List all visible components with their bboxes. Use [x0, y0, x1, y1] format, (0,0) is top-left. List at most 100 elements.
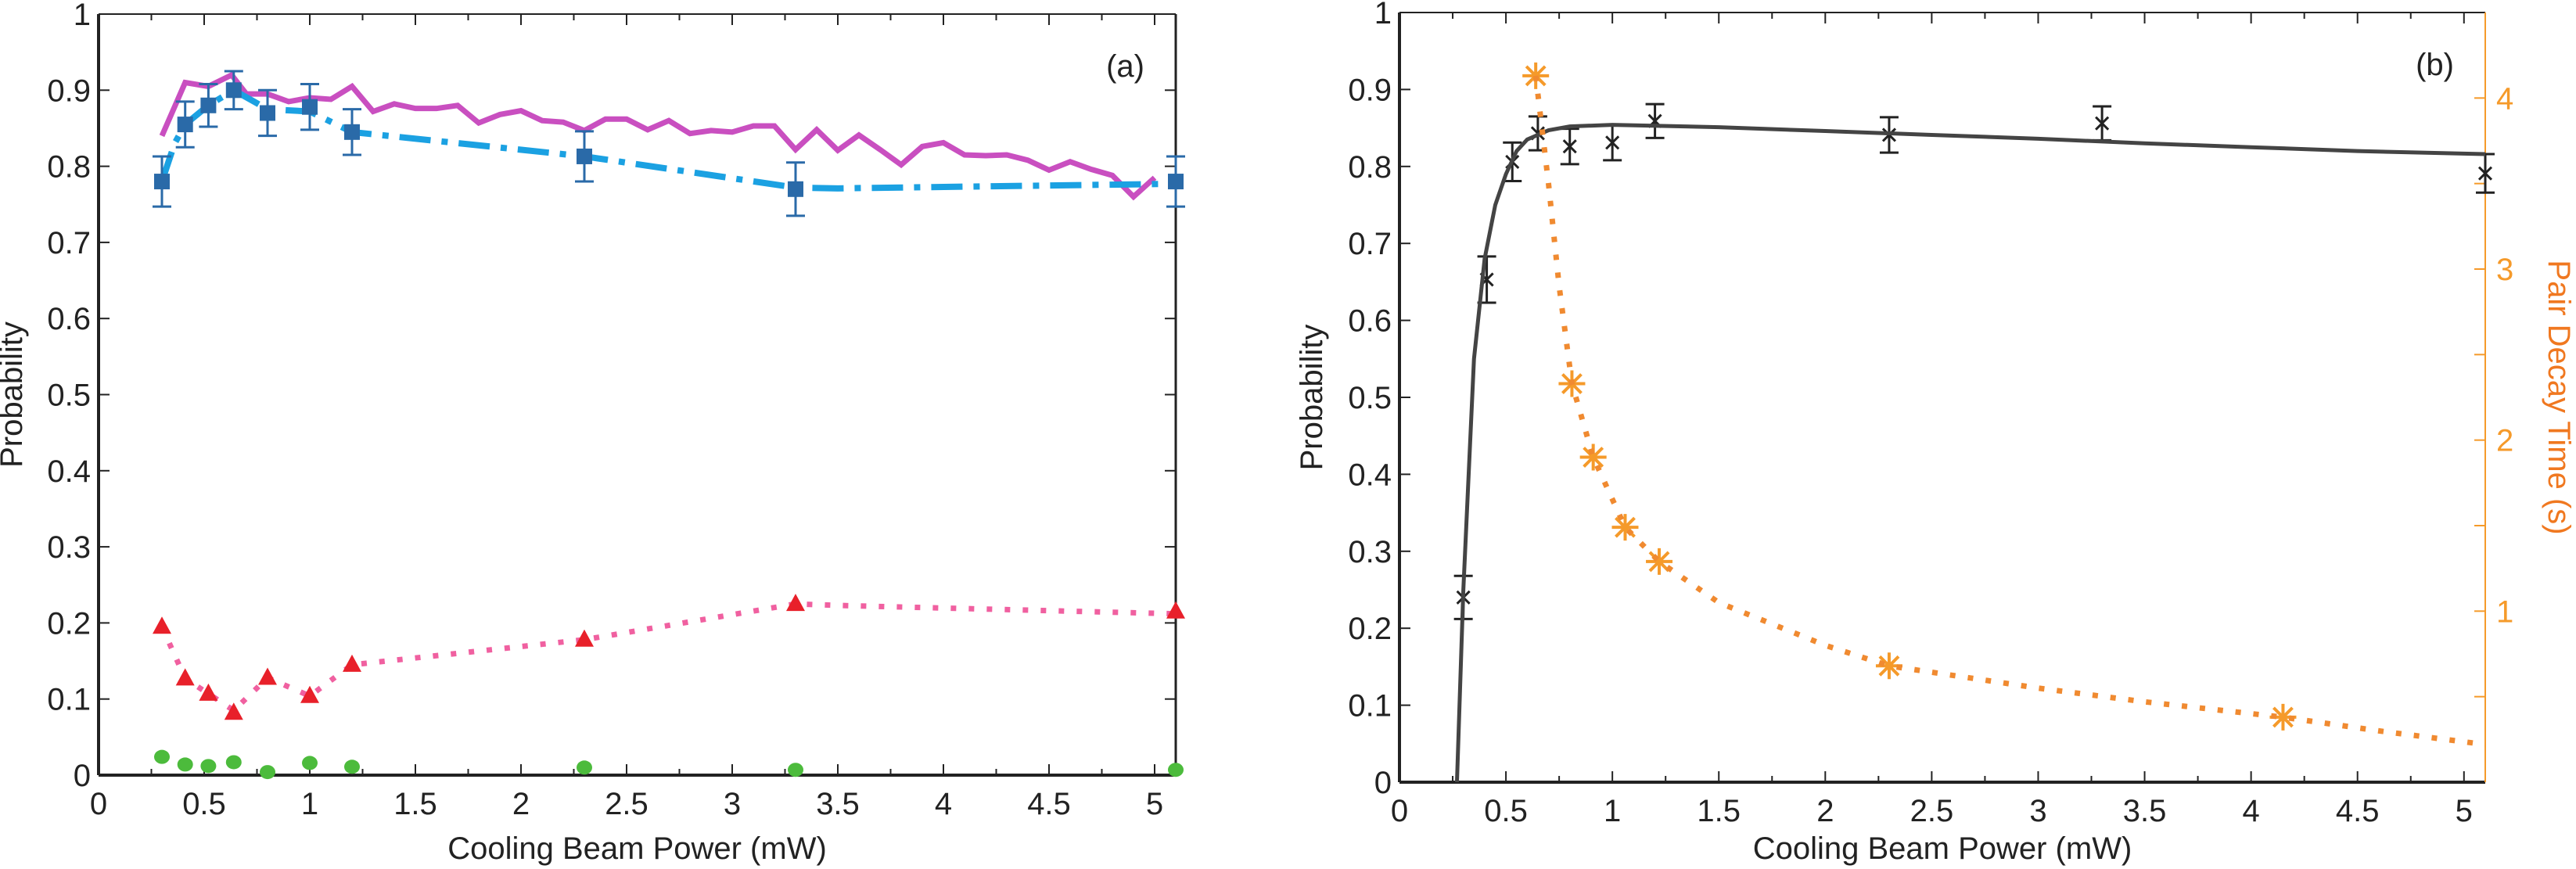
- x-axis-label: Cooling Beam Power (mW): [447, 831, 827, 866]
- x-tick-label: 0: [90, 787, 107, 821]
- y2-tick-label: 1: [2496, 594, 2513, 629]
- x-tick-label: 4.5: [2336, 794, 2380, 828]
- x-tick-label: 5: [1146, 787, 1163, 821]
- data-point-x: [1605, 135, 1620, 150]
- y-axis-label: Probability: [1295, 325, 1329, 471]
- x-axis-label: Cooling Beam Power (mW): [1753, 831, 2132, 866]
- data-point-asterisk: [1646, 548, 1673, 575]
- y-tick-label: 0.2: [47, 606, 91, 641]
- data-point-triangle: [153, 616, 171, 634]
- data-point-square: [577, 148, 592, 164]
- y-tick-label: 0.6: [1348, 304, 1392, 339]
- blue-squares-line: [159, 86, 1177, 192]
- y-tick-label: 0.7: [1348, 227, 1392, 261]
- data-point-triangle: [258, 667, 277, 685]
- orange-dotted-fit-line: [1532, 75, 2486, 748]
- y-tick-label: 0.5: [1348, 381, 1392, 415]
- y-tick-label: 0.9: [47, 74, 91, 108]
- y-tick-label: 0.7: [47, 226, 91, 260]
- data-point-x: [1562, 139, 1577, 154]
- data-point-square: [788, 181, 803, 197]
- data-point-square: [225, 82, 242, 99]
- data-point-square: [260, 105, 275, 121]
- data-point-circle: [302, 756, 318, 770]
- x-tick-label: 0.5: [182, 787, 226, 821]
- data-point-triangle: [300, 685, 319, 703]
- data-point-square: [177, 117, 193, 133]
- y-tick-label: 0.5: [47, 379, 91, 413]
- y-tick-label: 0.1: [1348, 689, 1392, 724]
- x-tick-label: 5: [2456, 794, 2473, 828]
- data-point-asterisk: [1875, 652, 1902, 680]
- x-tick-label: 0.5: [1484, 794, 1528, 828]
- y-tick-label: 0.8: [1348, 150, 1392, 185]
- y-tick-label: 0.4: [1348, 458, 1392, 492]
- x-tick-label: 3: [2029, 794, 2046, 828]
- y-tick-label: 1: [1374, 0, 1392, 31]
- y-tick-label: 0.4: [47, 454, 91, 489]
- data-point-x: [2477, 166, 2493, 181]
- y-tick-label: 0: [1374, 766, 1392, 800]
- x-tick-label: 2: [1816, 794, 1834, 828]
- data-point-triangle: [575, 629, 594, 647]
- x-tick-label: 3.5: [816, 787, 860, 821]
- x-tick-label: 3.5: [2123, 794, 2167, 828]
- data-point-triangle: [224, 702, 243, 720]
- data-point-square: [344, 124, 360, 140]
- data-point-circle: [1168, 763, 1184, 777]
- panel-label: (b): [2416, 48, 2454, 82]
- y-tick-label: 0.6: [47, 302, 91, 336]
- x-tick-label: 1.5: [1697, 794, 1741, 828]
- data-point-circle: [225, 755, 242, 770]
- x-tick-label: 2.5: [1910, 794, 1954, 828]
- y-tick-label: 0: [74, 759, 91, 793]
- x-tick-label: 4.5: [1027, 787, 1071, 821]
- y2-axis-label: Pair Decay Time (s): [2542, 260, 2576, 534]
- data-point-square: [302, 99, 318, 115]
- x-tick-label: 4: [935, 787, 952, 821]
- data-point-triangle: [343, 654, 361, 672]
- x-tick-label: 3: [724, 787, 741, 821]
- y-tick-label: 1: [74, 0, 91, 32]
- y-axis-label: Probability: [0, 321, 29, 468]
- magenta-line-line: [159, 71, 1157, 201]
- data-point-square: [1168, 174, 1184, 190]
- x-tick-label: 0: [1391, 794, 1408, 828]
- y-tick-label: 0.3: [47, 530, 91, 565]
- x-tick-label: 1.5: [393, 787, 437, 821]
- y-tick-label: 0.3: [1348, 535, 1392, 569]
- data-point-asterisk: [1579, 443, 1607, 471]
- data-point-triangle: [199, 683, 218, 701]
- data-point-circle: [788, 763, 803, 777]
- y2-tick-label: 4: [2496, 81, 2513, 116]
- panel-label: (a): [1106, 49, 1144, 84]
- data-point-asterisk: [1611, 514, 1639, 541]
- y-tick-label: 0.8: [47, 150, 91, 185]
- x-tick-label: 2: [512, 787, 530, 821]
- panel-a: 0 0.5 1 1.5 2 2.5 3 3.5 4 4.5 5 0 0.1 0.2 0.3 0.4 0.5 0.6…: [0, 0, 1185, 866]
- data-point-circle: [177, 757, 193, 772]
- x-tick-label: 1: [301, 787, 318, 821]
- data-point-asterisk: [1522, 62, 1550, 89]
- data-point-triangle: [1166, 601, 1185, 619]
- y-tick-label: 0.2: [1348, 612, 1392, 646]
- y-tick-label: 0.9: [1348, 73, 1392, 107]
- x-tick-label: 1: [1604, 794, 1621, 828]
- y-tick-label: 0.1: [47, 683, 91, 717]
- data-point-circle: [577, 760, 592, 775]
- data-point-triangle: [175, 668, 195, 686]
- data-point-circle: [200, 759, 217, 774]
- data-point-x: [2095, 116, 2110, 131]
- data-point-circle: [260, 765, 275, 780]
- y2-tick-label: 3: [2496, 253, 2513, 287]
- data-point-asterisk: [2269, 703, 2297, 731]
- data-point-square: [200, 97, 217, 113]
- y2-tick-label: 2: [2496, 424, 2513, 458]
- data-point-circle: [344, 759, 360, 774]
- data-point-square: [154, 174, 170, 190]
- panel-b: 0 0.5 1 1.5 2 2.5 3 3.5 4 4.5 5 0 0.1 0.2 0.3 0.4 0.5 0.6…: [1295, 0, 2576, 866]
- x-tick-label: 2.5: [605, 787, 648, 821]
- red-triangles-line: [159, 601, 1177, 714]
- black-fit-line: [1454, 123, 2486, 783]
